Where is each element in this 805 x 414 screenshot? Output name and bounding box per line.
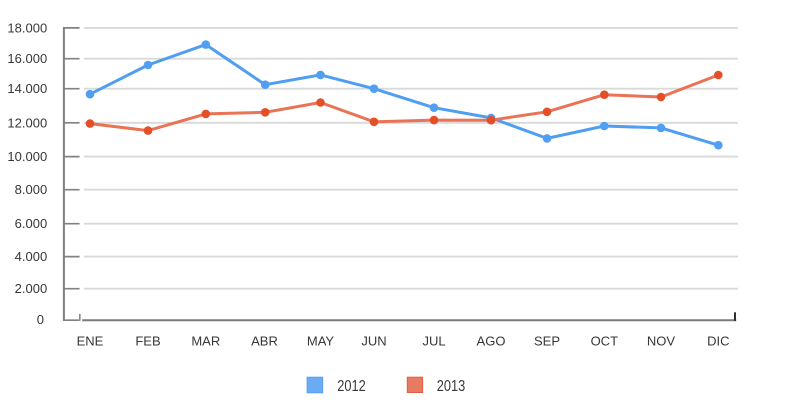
svg-text:OCT: OCT: [591, 333, 619, 348]
svg-text:ABR: ABR: [251, 333, 278, 348]
svg-text:JUL: JUL: [422, 333, 445, 348]
svg-text:MAY: MAY: [307, 333, 335, 348]
svg-text:18.000: 18.000: [7, 20, 47, 35]
svg-text:FEB: FEB: [135, 333, 160, 348]
svg-text:8.000: 8.000: [15, 182, 48, 197]
svg-text:6.000: 6.000: [15, 216, 48, 231]
svg-text:14.000: 14.000: [7, 81, 47, 96]
svg-text:ENE: ENE: [77, 333, 104, 348]
svg-text:NOV: NOV: [647, 333, 676, 348]
svg-text:12.000: 12.000: [7, 115, 47, 130]
svg-text:10.000: 10.000: [7, 149, 47, 164]
svg-text:2.000: 2.000: [15, 281, 48, 296]
svg-text:MAR: MAR: [191, 333, 220, 348]
svg-text:0: 0: [37, 312, 44, 327]
svg-text:16.000: 16.000: [7, 51, 47, 66]
svg-text:2013: 2013: [437, 378, 466, 395]
svg-text:AGO: AGO: [477, 333, 506, 348]
svg-text:DIC: DIC: [707, 333, 729, 348]
svg-text:4.000: 4.000: [15, 249, 48, 264]
svg-text:JUN: JUN: [361, 333, 386, 348]
svg-text:2012: 2012: [337, 378, 366, 395]
svg-text:SEP: SEP: [534, 333, 560, 348]
